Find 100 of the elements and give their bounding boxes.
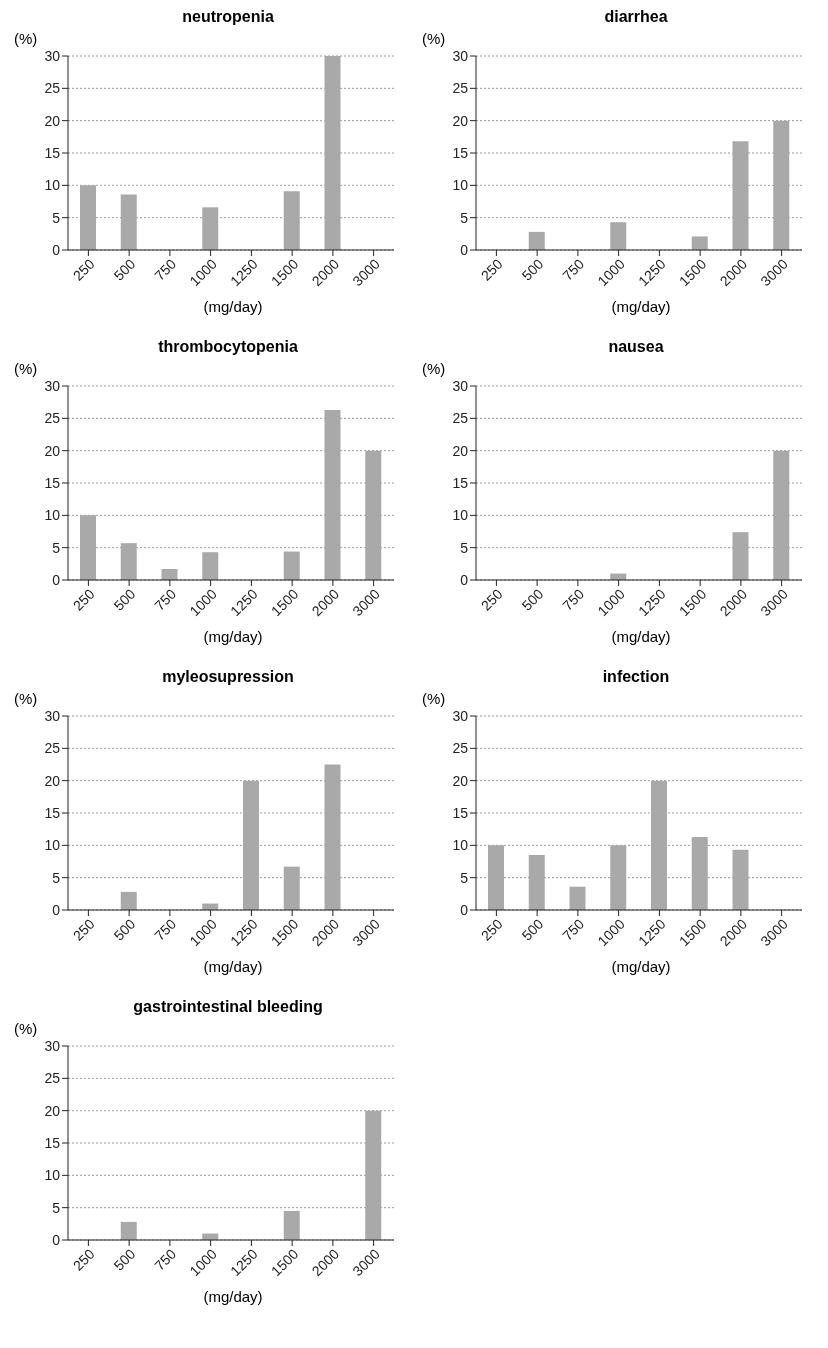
bar	[120, 194, 137, 250]
x-tick-label: 250	[477, 255, 506, 284]
x-tick-label: 250	[69, 585, 98, 614]
bar	[120, 1221, 137, 1240]
y-tick-label: 25	[44, 1070, 61, 1087]
y-tick-label: 15	[452, 144, 469, 161]
x-tick-label: 250	[69, 915, 98, 944]
y-tick-label: 25	[44, 740, 61, 757]
bar	[243, 780, 259, 910]
y-tick-label: 25	[452, 80, 469, 97]
y-tick-label: 0	[460, 901, 469, 918]
y-tick-label: 0	[460, 571, 469, 588]
y-tick-label: 25	[44, 410, 61, 427]
y-tick-label: 10	[44, 837, 61, 854]
x-tick-label: 500	[110, 255, 139, 284]
x-axis-title: (mg/day)	[202, 298, 264, 315]
bar	[283, 551, 300, 580]
y-tick-label: 15	[452, 804, 469, 821]
y-tick-label: 30	[44, 707, 61, 724]
bar	[365, 450, 382, 580]
x-tick-label: 750	[559, 585, 588, 614]
bar	[569, 886, 586, 910]
bar	[161, 569, 178, 580]
y-tick-label: 0	[52, 1231, 61, 1248]
y-tick-label: 10	[452, 177, 469, 194]
x-tick-label: 750	[151, 915, 180, 944]
y-axis-title: (%)	[13, 1020, 39, 1038]
x-tick-label: 500	[518, 255, 547, 284]
bar	[202, 207, 219, 250]
y-tick-label: 5	[52, 1199, 61, 1216]
x-axis-title: (mg/day)	[610, 298, 672, 315]
bar	[283, 191, 300, 250]
bar	[120, 543, 137, 580]
bar	[365, 1110, 382, 1240]
bar	[691, 236, 708, 250]
chart-title: diarrhea	[603, 8, 669, 27]
x-tick-label: 500	[110, 585, 139, 614]
bar	[80, 515, 96, 580]
bar	[732, 532, 749, 580]
x-axis-title: (mg/day)	[202, 958, 264, 975]
x-axis-title: (mg/day)	[202, 628, 264, 645]
y-axis-title: (%)	[13, 30, 39, 48]
y-tick-label: 5	[460, 209, 469, 226]
y-tick-label: 20	[44, 112, 61, 129]
bar	[324, 764, 341, 910]
y-tick-label: 15	[44, 1134, 61, 1151]
x-tick-label: 750	[151, 1245, 180, 1274]
x-tick-label: 250	[477, 915, 506, 944]
bar	[732, 141, 749, 250]
y-tick-label: 0	[460, 241, 469, 258]
chart-title: gastrointestinal bleeding	[132, 998, 324, 1017]
y-tick-label: 20	[44, 442, 61, 459]
y-tick-label: 10	[452, 507, 469, 524]
y-axis-title: (%)	[13, 360, 39, 378]
y-tick-label: 20	[452, 442, 469, 459]
x-tick-label: 750	[151, 585, 180, 614]
x-axis-title: (mg/day)	[202, 1288, 264, 1305]
bar	[283, 866, 300, 910]
y-tick-label: 15	[44, 144, 61, 161]
y-tick-label: 25	[452, 740, 469, 757]
y-tick-label: 20	[452, 112, 469, 129]
y-tick-label: 10	[44, 507, 61, 524]
y-tick-label: 5	[52, 209, 61, 226]
bar	[283, 1210, 300, 1240]
x-tick-label: 250	[477, 585, 506, 614]
bar	[732, 849, 749, 910]
chart-title: neutropenia	[181, 8, 275, 27]
y-axis-title: (%)	[13, 690, 39, 708]
y-tick-label: 25	[452, 410, 469, 427]
y-tick-label: 30	[44, 1037, 61, 1054]
bar	[120, 891, 137, 910]
y-tick-label: 20	[44, 772, 61, 789]
y-tick-label: 10	[44, 1167, 61, 1184]
x-tick-label: 500	[110, 1245, 139, 1274]
chart-title: thrombocytopenia	[157, 338, 299, 357]
bar	[80, 185, 96, 250]
y-tick-label: 30	[44, 47, 61, 64]
y-tick-label: 10	[452, 837, 469, 854]
bar	[324, 56, 341, 250]
y-tick-label: 30	[44, 377, 61, 394]
y-tick-label: 0	[52, 571, 61, 588]
chart-title: infection	[601, 668, 671, 687]
x-tick-label: 250	[69, 1245, 98, 1274]
y-tick-label: 5	[52, 869, 61, 886]
y-axis-title: (%)	[421, 690, 447, 708]
y-tick-label: 30	[452, 377, 469, 394]
y-tick-label: 15	[44, 804, 61, 821]
y-tick-label: 30	[452, 47, 469, 64]
x-axis-title: (mg/day)	[610, 628, 672, 645]
y-tick-label: 0	[52, 901, 61, 918]
y-tick-label: 0	[52, 241, 61, 258]
y-tick-label: 5	[460, 869, 469, 886]
x-tick-label: 500	[518, 585, 547, 614]
bar	[528, 855, 545, 910]
x-tick-label: 500	[518, 915, 547, 944]
x-tick-label: 250	[69, 255, 98, 284]
bar	[691, 836, 708, 910]
y-tick-label: 5	[52, 539, 61, 556]
bar	[202, 552, 219, 580]
y-tick-label: 15	[44, 474, 61, 491]
